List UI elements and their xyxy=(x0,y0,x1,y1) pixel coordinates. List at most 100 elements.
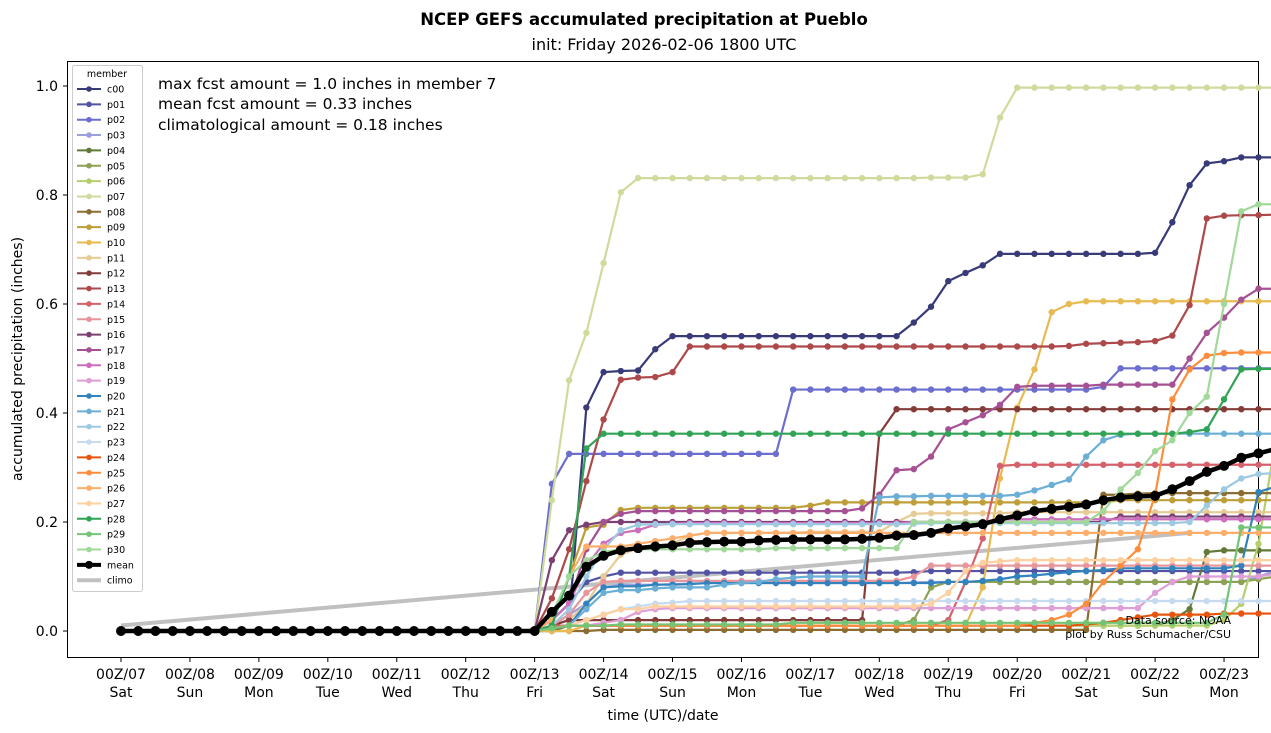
point-p30 xyxy=(945,518,952,526)
point-p13 xyxy=(824,343,831,350)
point-c00 xyxy=(962,269,969,277)
point-p23 xyxy=(789,597,797,605)
point-p28 xyxy=(1082,430,1090,437)
point-p28 xyxy=(876,430,883,437)
point-p21 xyxy=(1255,430,1262,437)
point-p28 xyxy=(755,430,762,437)
point-p29 xyxy=(1031,619,1038,627)
point-p19 xyxy=(1220,573,1228,580)
point-p21 xyxy=(721,581,728,588)
point-p13 xyxy=(703,343,711,350)
point-mean xyxy=(391,626,402,636)
point-p07 xyxy=(583,329,590,337)
point-p25 xyxy=(1238,349,1245,356)
legend-marker xyxy=(86,500,92,507)
point-c00 xyxy=(996,250,1004,258)
point-p07 xyxy=(858,174,866,182)
point-p17 xyxy=(1169,381,1176,388)
point-p20 xyxy=(1151,565,1159,572)
point-p23 xyxy=(1048,597,1055,605)
legend-label: p05 xyxy=(107,161,125,172)
y-tick-label: 0.6 xyxy=(36,297,58,313)
point-p27 xyxy=(910,603,918,610)
point-p14 xyxy=(1186,461,1193,468)
point-p29 xyxy=(841,619,849,627)
legend-item-p12: p12 xyxy=(77,269,125,280)
point-p17 xyxy=(1082,382,1090,389)
point-p26 xyxy=(738,529,745,537)
point-p28 xyxy=(1169,430,1176,437)
stat-mean: mean fcst amount = 0.33 inches xyxy=(158,95,412,113)
point-p29 xyxy=(807,619,814,627)
legend: member c00 p01 p02 p03 p04 p05 p06 p07 p08 p09 p10… xyxy=(72,65,143,592)
point-p09 xyxy=(1169,497,1176,504)
point-p27 xyxy=(996,558,1004,565)
legend-label: mean xyxy=(107,560,134,571)
point-p20 xyxy=(876,579,883,587)
point-p27 xyxy=(1082,556,1090,564)
point-p07 xyxy=(1117,84,1124,91)
point-p17 xyxy=(1117,381,1124,388)
point-p29 xyxy=(1203,619,1211,627)
point-mean xyxy=(926,527,937,538)
point-p20 xyxy=(1048,570,1055,577)
point-p21 xyxy=(841,573,849,580)
point-p30 xyxy=(1048,518,1055,526)
point-p26 xyxy=(807,529,814,537)
point-p05 xyxy=(1151,578,1159,586)
point-p09 xyxy=(1238,497,1245,504)
legend-marker xyxy=(86,285,92,292)
point-p15 xyxy=(1082,562,1090,569)
point-p23 xyxy=(1169,597,1176,605)
point-p13 xyxy=(1048,343,1055,350)
point-p12 xyxy=(1031,405,1038,413)
credit-annotation: Data source: NOAA plot by Russ Schumache… xyxy=(1065,614,1231,641)
point-p09 xyxy=(1203,497,1211,504)
point-p30 xyxy=(1151,447,1159,455)
point-p20 xyxy=(600,584,607,591)
point-p21 xyxy=(962,492,969,500)
point-p30 xyxy=(738,546,745,553)
point-p28 xyxy=(1186,428,1193,436)
point-p30 xyxy=(876,544,883,552)
point-p13 xyxy=(945,343,952,350)
credit-author: plot by Russ Schumacher/CSU xyxy=(1065,628,1231,641)
point-p29 xyxy=(738,621,745,628)
stat-climo: climatological amount = 0.18 inches xyxy=(158,116,443,134)
legend-marker xyxy=(86,301,92,307)
point-p09 xyxy=(1031,499,1038,506)
point-p17 xyxy=(669,507,676,515)
point-p07 xyxy=(1048,84,1055,91)
point-p23 xyxy=(1065,597,1073,605)
point-p30 xyxy=(1255,201,1262,208)
point-p30 xyxy=(583,556,590,564)
point-mean xyxy=(322,626,333,636)
x-tick-label-time: 00Z/09 xyxy=(234,667,284,683)
point-p29 xyxy=(789,619,797,627)
point-p24 xyxy=(1151,611,1159,618)
point-p28 xyxy=(824,430,831,437)
point-c00 xyxy=(600,368,607,376)
point-p17 xyxy=(721,507,728,515)
point-p27 xyxy=(893,603,900,610)
point-p20 xyxy=(996,576,1004,583)
point-p13 xyxy=(841,343,849,350)
point-p23 xyxy=(824,597,831,605)
point-p28 xyxy=(686,430,693,437)
point-p04 xyxy=(1203,548,1211,556)
point-p21 xyxy=(893,493,900,500)
point-p09 xyxy=(807,502,814,509)
x-tick-label-time: 00Z/16 xyxy=(716,667,766,683)
point-p29 xyxy=(565,622,573,629)
point-p22 xyxy=(1203,502,1211,509)
point-p30 xyxy=(703,546,711,553)
point-p02 xyxy=(652,450,659,458)
point-p27 xyxy=(738,603,745,610)
point-p27 xyxy=(669,603,676,610)
point-c00 xyxy=(824,332,831,340)
chart-subtitle: init: Friday 2026-02-06 1800 UTC xyxy=(532,35,797,54)
point-p29 xyxy=(634,621,642,628)
legend-item-p13: p13 xyxy=(77,284,125,295)
point-p07 xyxy=(876,174,883,182)
point-p26 xyxy=(1117,529,1124,537)
